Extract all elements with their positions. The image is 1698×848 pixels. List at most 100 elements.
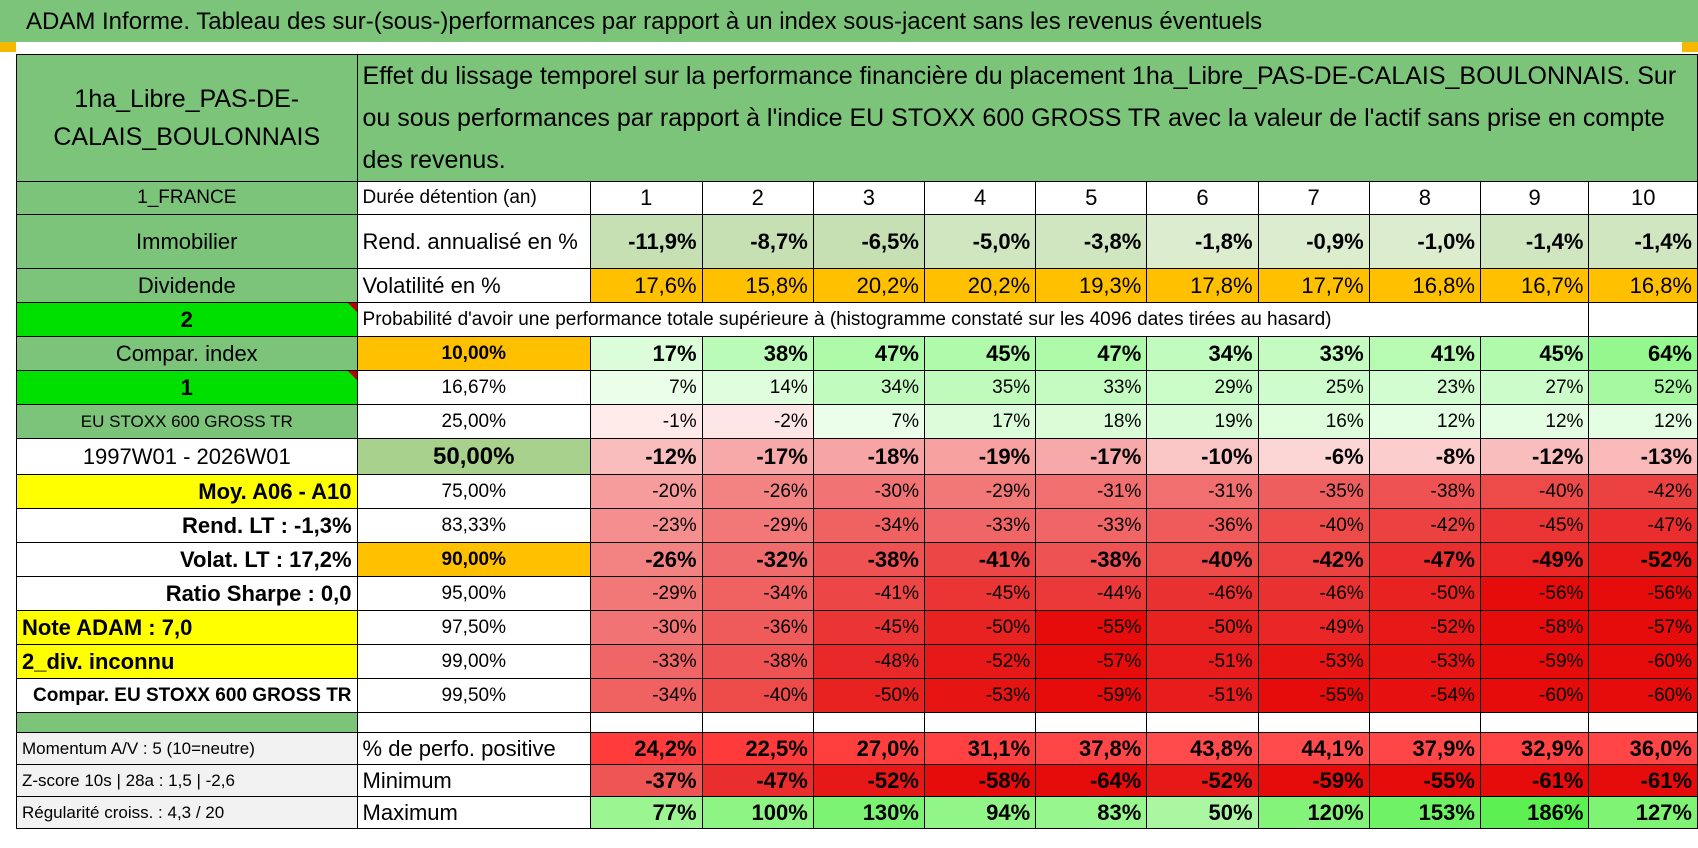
maximum-value: 130%: [812, 796, 925, 829]
percentile-value: -52%: [923, 644, 1037, 679]
selector-2[interactable]: 1: [16, 370, 358, 405]
year-header: 1: [589, 181, 703, 215]
percentile-value: -36%: [1146, 508, 1259, 543]
vol-value: 17,7%: [1257, 268, 1370, 303]
percentile-value: -40%: [1146, 542, 1259, 577]
percentile-value: -53%: [1368, 644, 1481, 679]
percentile-level: 99,00%: [356, 644, 591, 679]
maximum-value: 120%: [1257, 796, 1370, 829]
percentile-row: Compar. EU STOXX 600 GROSS TR 99,50% -34% -…: [16, 678, 1698, 713]
percentile-value: 33%: [1035, 370, 1148, 405]
percentile-value: -6%: [1257, 438, 1370, 475]
percentile-value: -41%: [812, 576, 925, 611]
percentile-value: -47%: [1368, 542, 1481, 577]
rend-value: -1,4%: [1479, 214, 1590, 269]
percentile-value: -41%: [923, 542, 1037, 577]
percentile-row: Moy. A06 - A10 75,00% -20% -26% -30% -29% -31%…: [16, 474, 1698, 509]
percentile-value: -42%: [1368, 508, 1481, 543]
percentile-value: -10%: [1146, 438, 1259, 475]
pct-pos-value: 37,9%: [1368, 732, 1481, 765]
percentile-value: 23%: [1368, 370, 1481, 405]
percentile-value: -45%: [923, 576, 1037, 611]
year-header: 7: [1257, 181, 1370, 215]
minimum-value: -61%: [1479, 764, 1590, 797]
performance-table: 1ha_Libre_PAS-DE-CALAIS_BOULONNAIS Effet…: [16, 54, 1698, 829]
percentile-value: 35%: [923, 370, 1037, 405]
percentile-value: -60%: [1588, 644, 1698, 679]
pct-pos-value: 43,8%: [1146, 732, 1259, 765]
percentile-value: -59%: [1479, 644, 1590, 679]
proba-blank-2: [1588, 302, 1698, 337]
percentile-value: -29%: [923, 474, 1037, 509]
percentile-value: -19%: [923, 438, 1037, 475]
percentile-value: -34%: [701, 576, 814, 611]
percentile-value: -53%: [1257, 644, 1370, 679]
percentile-value: 47%: [812, 336, 925, 371]
country-label: 1_FRANCE: [16, 181, 358, 215]
percentile-value: 7%: [589, 370, 703, 405]
percentile-value: -60%: [1588, 678, 1698, 713]
spacer-cell: [589, 712, 703, 733]
minimum-value: -61%: [1588, 764, 1698, 797]
pct-pos-value: 24,2%: [589, 732, 703, 765]
percentile-level: 75,00%: [356, 474, 591, 509]
rend-value: -6,5%: [812, 214, 925, 269]
percentile-value: -17%: [701, 438, 814, 475]
rend-value: -1,4%: [1588, 214, 1698, 269]
zscore-label: Z-score 10s | 28a : 1,5 | -2,6: [16, 764, 358, 797]
percentile-value: -34%: [812, 508, 925, 543]
vol-row: Dividende Volatilité en % 17,6% 15,8% 20,2…: [16, 268, 1698, 303]
stats-row: Momentum A/V : 5 (10=neutre)% de perfo. …: [16, 732, 1698, 765]
percentile-value: -58%: [1479, 610, 1590, 645]
percentile-value: -36%: [701, 610, 814, 645]
percentile-value: 17%: [923, 404, 1037, 439]
percentile-value: -38%: [701, 644, 814, 679]
year-header: 3: [812, 181, 925, 215]
proba-row: 2 Probabilité d'avoir une performance to…: [16, 302, 1698, 337]
spacer-cell: [812, 712, 925, 733]
minimum-value: -58%: [923, 764, 1037, 797]
maximum-value: 77%: [589, 796, 703, 829]
percentile-value: -26%: [701, 474, 814, 509]
pct-pos-value: 31,1%: [923, 732, 1037, 765]
proba-label: Probabilité d'avoir une performance tota…: [356, 302, 1481, 337]
percentile-value: -51%: [1146, 678, 1259, 713]
percentile-value: -26%: [589, 542, 703, 577]
percentile-value: -45%: [1479, 508, 1590, 543]
percentile-value: -33%: [589, 644, 703, 679]
div-label: 2_div. inconnu: [16, 644, 358, 679]
rend-lt-label: Rend. LT : -1,3%: [16, 508, 358, 543]
index-name: EU STOXX 600 GROSS TR: [16, 404, 358, 439]
percentile-level: 10,00%: [356, 336, 591, 371]
percentile-value: -55%: [1257, 678, 1370, 713]
percentile-value: -29%: [701, 508, 814, 543]
pct-pos-value: 37,8%: [1035, 732, 1148, 765]
percentile-row: 1997W01 - 2026W01 50,00% -12% -17% -18% -19% -…: [16, 438, 1698, 475]
rend-value: -11,9%: [589, 214, 703, 269]
pct-pos-value: 22,5%: [701, 732, 814, 765]
rend-value: -3,8%: [1035, 214, 1148, 269]
compar-full-label: Compar. EU STOXX 600 GROSS TR: [16, 678, 358, 713]
percentile-value: 17%: [589, 336, 703, 371]
maximum-value: 100%: [701, 796, 814, 829]
vol-value: 17,8%: [1146, 268, 1259, 303]
percentile-level: 50,00%: [356, 438, 591, 475]
percentile-value: 52%: [1588, 370, 1698, 405]
year-header: 9: [1479, 181, 1590, 215]
percentile-value: -54%: [1368, 678, 1481, 713]
maximum-value: 127%: [1588, 796, 1698, 829]
percentile-value: -8%: [1368, 438, 1481, 475]
description: Effet du lissage temporel sur la perform…: [356, 54, 1698, 182]
percentile-value: 38%: [701, 336, 814, 371]
percentile-value: -32%: [701, 542, 814, 577]
percentile-value: -52%: [1588, 542, 1698, 577]
percentile-row: Note ADAM : 7,0 97,50% -30% -36% -45% -50% -55…: [16, 610, 1698, 645]
rend-value: -0,9%: [1257, 214, 1370, 269]
selector-1[interactable]: 2: [16, 302, 358, 337]
minimum-value: -64%: [1035, 764, 1148, 797]
percentile-value: -47%: [1588, 508, 1698, 543]
maximum-label: Maximum: [356, 796, 591, 829]
percentile-value: 45%: [1479, 336, 1590, 371]
percentile-value: -40%: [1257, 508, 1370, 543]
percentile-value: -17%: [1035, 438, 1148, 475]
